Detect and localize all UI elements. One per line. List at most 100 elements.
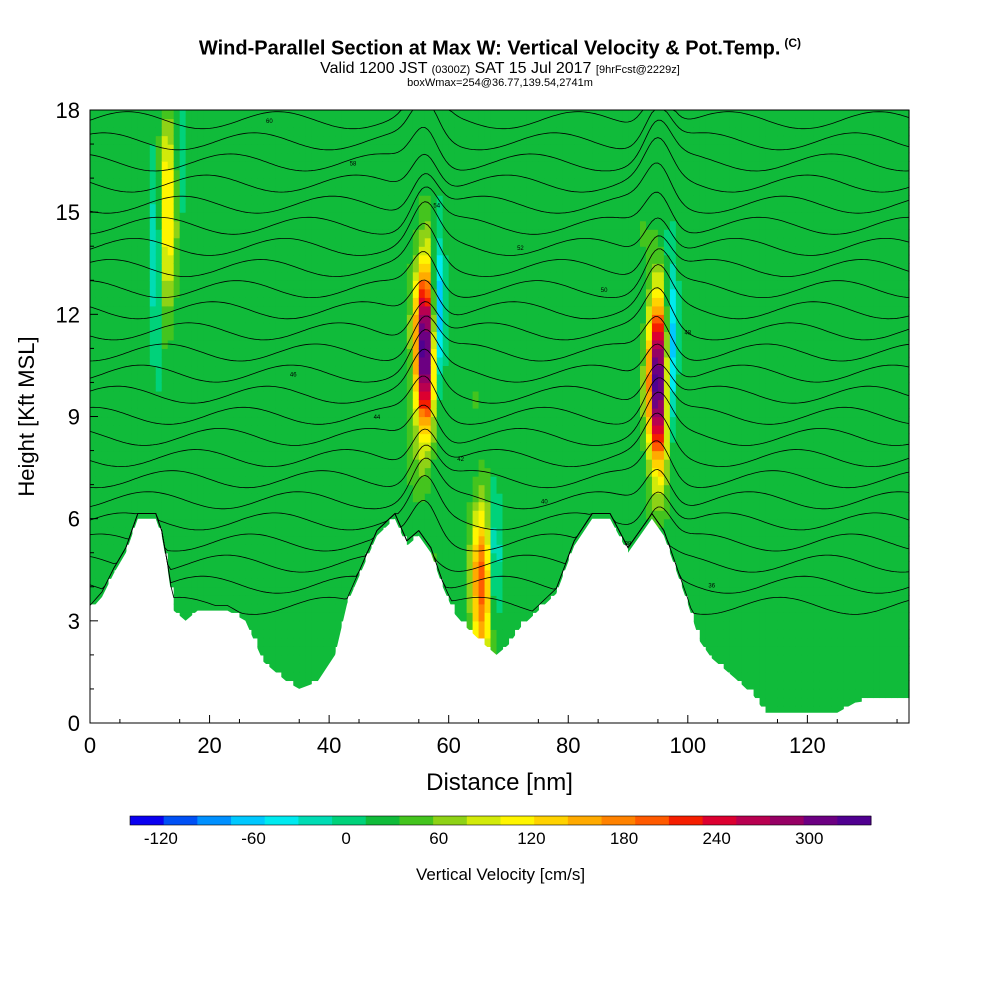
velocity-cell — [424, 544, 432, 554]
velocity-cell — [299, 118, 306, 128]
velocity-cell — [233, 280, 241, 290]
velocity-cell — [592, 212, 599, 222]
velocity-cell — [305, 459, 312, 469]
velocity-cell — [113, 356, 121, 367]
velocity-cell — [370, 407, 378, 418]
velocity-cell — [586, 127, 593, 137]
velocity-cell — [514, 433, 522, 443]
velocity-cell — [454, 169, 462, 179]
velocity-cell — [388, 493, 396, 503]
velocity-cell — [460, 476, 468, 486]
velocity-cell — [95, 118, 103, 128]
velocity-cell — [245, 544, 253, 554]
velocity-cell — [508, 407, 516, 418]
velocity-cell — [418, 314, 426, 324]
velocity-cell — [245, 382, 253, 392]
velocity-cell — [466, 348, 474, 358]
velocity-cell — [568, 382, 575, 392]
velocity-cell — [173, 476, 181, 486]
velocity-cell — [329, 484, 336, 494]
velocity-cell — [406, 305, 414, 315]
velocity-cell — [442, 569, 450, 579]
velocity-cell — [364, 399, 372, 409]
velocity-cell — [550, 356, 557, 367]
velocity-cell — [179, 186, 187, 196]
velocity-cell — [526, 459, 533, 469]
velocity-cell — [430, 195, 438, 205]
velocity-cell — [562, 161, 569, 171]
velocity-cell — [347, 382, 354, 392]
velocity-cell — [203, 331, 211, 341]
velocity-cell — [598, 220, 605, 230]
velocity-cell — [418, 254, 426, 264]
velocity-cell — [311, 493, 318, 503]
velocity-cell — [299, 620, 306, 630]
velocity-cell — [568, 399, 575, 409]
velocity-cell — [245, 331, 253, 341]
velocity-cell — [347, 407, 354, 418]
velocity-cell — [508, 161, 516, 171]
velocity-cell — [580, 169, 587, 179]
velocity-cell — [233, 569, 241, 579]
velocity-cell — [257, 305, 264, 315]
velocity-cell — [520, 390, 527, 401]
velocity-cell — [442, 220, 450, 230]
velocity-cell — [353, 433, 360, 443]
velocity-cell — [490, 535, 498, 545]
velocity-cell — [197, 365, 205, 375]
velocity-cell — [167, 459, 175, 469]
velocity-cell — [550, 322, 557, 332]
velocity-cell — [149, 288, 157, 298]
velocity-cell — [275, 484, 282, 494]
velocity-cell — [496, 425, 504, 435]
velocity-cell — [532, 237, 539, 247]
velocity-cell — [245, 297, 253, 307]
velocity-cell — [191, 254, 199, 264]
velocity-cell — [382, 186, 390, 196]
velocity-cell — [95, 527, 103, 537]
velocity-cell — [382, 501, 390, 511]
velocity-cell — [532, 535, 539, 545]
velocity-cell — [604, 237, 611, 247]
velocity-cell — [370, 135, 378, 145]
velocity-cell — [592, 135, 599, 145]
velocity-cell — [341, 246, 348, 256]
velocity-cell — [514, 322, 522, 332]
velocity-cell — [550, 373, 557, 384]
velocity-cell — [347, 331, 354, 341]
velocity-cell — [424, 390, 432, 401]
velocity-cell — [125, 212, 133, 222]
velocity-cell — [329, 356, 336, 367]
velocity-cell — [269, 459, 276, 469]
velocity-cell — [161, 229, 169, 239]
velocity-cell — [293, 382, 300, 392]
velocity-cell — [460, 612, 468, 622]
velocity-cell — [263, 229, 270, 239]
velocity-cell — [514, 586, 522, 596]
velocity-cell — [466, 569, 474, 579]
velocity-cell — [466, 169, 474, 179]
velocity-cell — [496, 390, 504, 401]
velocity-cell — [299, 680, 306, 690]
velocity-cell — [137, 305, 145, 315]
velocity-cell — [305, 314, 312, 324]
velocity-cell — [364, 433, 372, 443]
velocity-cell — [598, 246, 605, 256]
velocity-cell — [281, 561, 288, 571]
velocity-cell — [508, 195, 516, 205]
velocity-cell — [400, 407, 408, 418]
velocity-cell — [305, 144, 312, 154]
velocity-cell — [155, 186, 163, 196]
velocity-cell — [299, 527, 306, 537]
velocity-cell — [448, 203, 456, 213]
velocity-cell — [586, 254, 593, 264]
velocity-cell — [191, 527, 199, 537]
velocity-cell — [466, 135, 474, 145]
velocity-cell — [550, 118, 557, 128]
velocity-cell — [556, 527, 563, 537]
velocity-cell — [161, 127, 169, 137]
velocity-cell — [454, 586, 462, 596]
velocity-cell — [472, 586, 480, 596]
velocity-cell — [580, 510, 587, 520]
velocity-cell — [95, 220, 103, 230]
